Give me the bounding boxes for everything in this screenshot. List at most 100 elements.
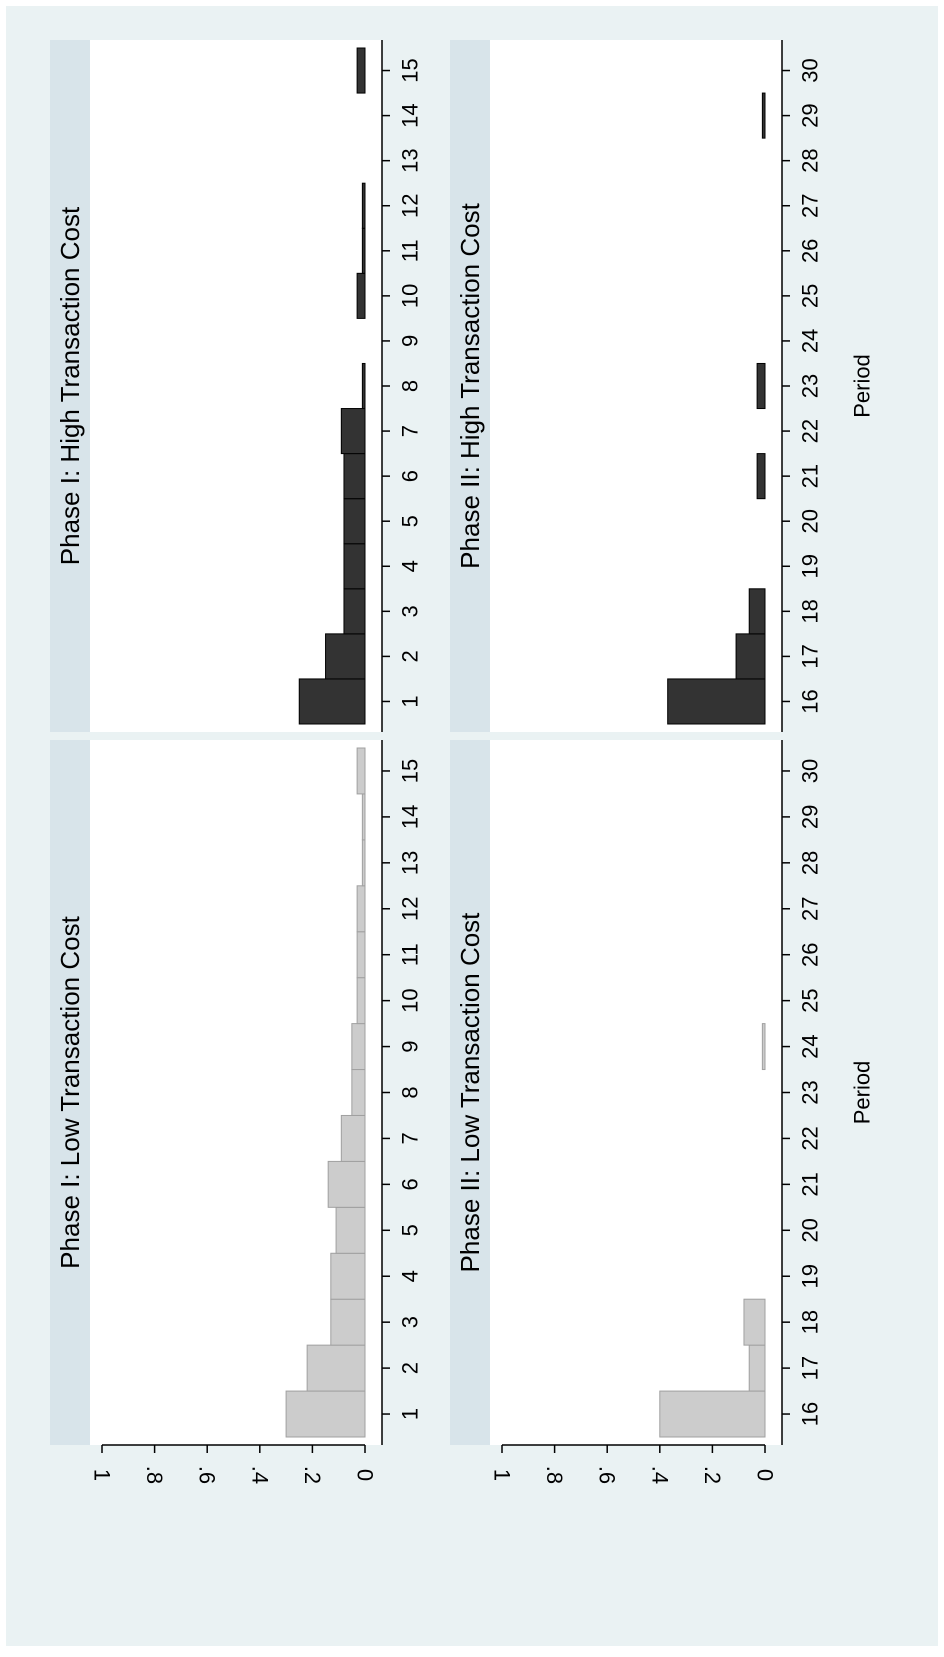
value-tick-label: 0 xyxy=(753,1469,778,1481)
category-tick-label: 11 xyxy=(398,943,423,966)
value-tick-label: .2 xyxy=(700,1466,725,1484)
category-tick-label: 28 xyxy=(798,148,823,172)
category-tick-label: 29 xyxy=(798,805,823,829)
plot-area xyxy=(89,40,382,732)
category-tick-label: 16 xyxy=(798,1402,823,1426)
histogram-bar xyxy=(343,453,366,500)
category-tick-label: 19 xyxy=(798,1264,823,1288)
category-tick-label: 17 xyxy=(798,644,823,668)
value-tick-label: .6 xyxy=(195,1466,220,1484)
category-tick-label: 6 xyxy=(398,470,423,482)
histogram-bar xyxy=(361,793,366,841)
histogram-bar xyxy=(361,839,366,887)
panel-2: Phase I: High Transaction Cost1234567891… xyxy=(50,40,423,732)
histogram-bar xyxy=(743,1298,766,1346)
category-tick-label: 7 xyxy=(398,1132,423,1144)
value-tick-label: .4 xyxy=(647,1466,672,1484)
category-tick-label: 10 xyxy=(398,284,423,308)
histogram-bar xyxy=(356,747,366,795)
histogram-bar xyxy=(356,272,366,319)
histogram-bar xyxy=(761,92,766,139)
panel-1: Phase I: Low Transaction Cost12345678910… xyxy=(50,740,423,1484)
histogram-bar xyxy=(325,633,366,680)
histogram-bar xyxy=(335,1206,366,1254)
category-tick-label: 28 xyxy=(798,851,823,875)
category-tick-label: 18 xyxy=(798,1310,823,1334)
category-tick-label: 21 xyxy=(798,1172,823,1196)
category-tick-label: 26 xyxy=(798,239,823,263)
category-tick-label: 5 xyxy=(398,515,423,527)
histogram-bar xyxy=(327,1160,366,1208)
title-strip xyxy=(50,740,90,1445)
category-tick-label: 2 xyxy=(398,1362,423,1374)
category-tick-label: 14 xyxy=(398,103,423,127)
category-tick-label: 8 xyxy=(398,1086,423,1098)
value-tick-label: 1 xyxy=(90,1469,115,1481)
category-tick-label: 25 xyxy=(798,988,823,1012)
panel-title: Phase I: High Transaction Cost xyxy=(55,206,85,565)
category-tick-label: 23 xyxy=(798,1080,823,1104)
plot-area xyxy=(489,740,782,1445)
panel-title: Phase II: Low Transaction Cost xyxy=(455,912,485,1273)
category-tick-label: 4 xyxy=(398,560,423,572)
category-tick-label: 5 xyxy=(398,1224,423,1236)
category-tick-label: 12 xyxy=(398,897,423,921)
histogram-bar xyxy=(361,362,366,410)
x-axis-title: Period xyxy=(850,1061,875,1125)
category-tick-label: 24 xyxy=(798,329,823,353)
category-tick-label: 22 xyxy=(798,1126,823,1150)
category-tick-label: 24 xyxy=(798,1034,823,1058)
category-tick-label: 21 xyxy=(798,464,823,488)
category-tick-label: 10 xyxy=(398,988,423,1012)
histogram-bar xyxy=(361,227,366,274)
category-tick-label: 30 xyxy=(798,759,823,783)
panel-title: Phase II: High Transaction Cost xyxy=(455,202,485,568)
title-strip xyxy=(50,40,90,732)
value-tick-label: .4 xyxy=(247,1466,272,1484)
histogram-bar xyxy=(351,1023,366,1071)
category-tick-label: 9 xyxy=(398,1040,423,1052)
histogram-bar xyxy=(748,1344,766,1392)
value-tick-label: 1 xyxy=(490,1469,515,1481)
histogram-bar xyxy=(356,47,366,94)
value-tick-label: .6 xyxy=(595,1466,620,1484)
category-tick-label: 20 xyxy=(798,509,823,533)
category-tick-label: 3 xyxy=(398,605,423,617)
category-tick-label: 26 xyxy=(798,942,823,966)
histogram-bar xyxy=(343,588,366,635)
category-tick-label: 11 xyxy=(398,239,423,262)
category-tick-label: 16 xyxy=(798,689,823,713)
category-tick-label: 19 xyxy=(798,554,823,578)
category-tick-label: 13 xyxy=(398,851,423,875)
histogram-bar xyxy=(361,182,366,229)
category-tick-label: 3 xyxy=(398,1316,423,1328)
category-tick-label: 18 xyxy=(798,599,823,623)
title-strip xyxy=(450,40,490,732)
category-tick-label: 20 xyxy=(798,1218,823,1242)
histogram-bar xyxy=(340,408,366,455)
category-tick-label: 13 xyxy=(398,148,423,172)
histogram-bar xyxy=(356,931,366,979)
histogram-bar xyxy=(356,885,366,933)
histogram-bar xyxy=(351,1069,366,1116)
category-tick-label: 7 xyxy=(398,425,423,437)
histogram-bar xyxy=(330,1252,366,1300)
category-tick-label: 2 xyxy=(398,650,423,662)
title-strip xyxy=(450,740,490,1445)
value-tick-label: .8 xyxy=(142,1466,167,1484)
histogram-bar xyxy=(756,453,766,500)
histogram-bar xyxy=(285,1390,366,1438)
category-tick-label: 12 xyxy=(398,193,423,217)
histogram-bar xyxy=(756,362,766,410)
value-tick-label: 0 xyxy=(353,1469,378,1481)
category-tick-label: 17 xyxy=(798,1356,823,1380)
histogram-bar xyxy=(343,498,366,545)
category-tick-label: 27 xyxy=(798,193,823,217)
histogram-bar xyxy=(735,633,766,680)
category-tick-label: 14 xyxy=(398,805,423,829)
panel-4: Phase II: High Transaction Cost 16 17 18 19 2… xyxy=(450,40,875,732)
value-tick-label: .2 xyxy=(300,1466,325,1484)
category-tick-label: 25 xyxy=(798,284,823,308)
category-tick-label: 6 xyxy=(398,1178,423,1190)
